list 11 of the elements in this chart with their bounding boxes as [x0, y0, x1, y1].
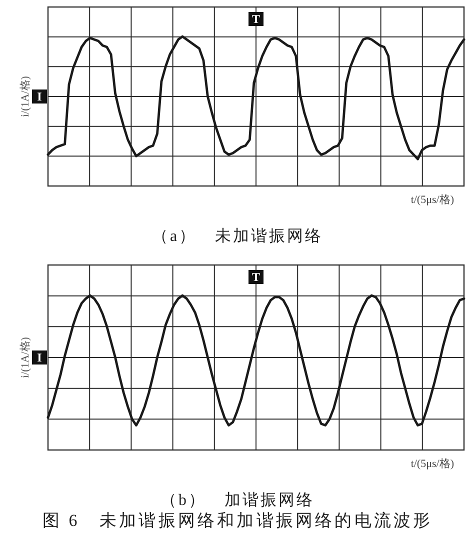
y-axis-title: i/(1A/格) [20, 76, 32, 117]
marker: T [248, 12, 264, 26]
text: （a） 未加谐振网络 [152, 227, 324, 245]
x-axis-title: t/(5μs/格) [410, 458, 454, 470]
marker: T [248, 270, 264, 284]
marker: I [32, 350, 47, 364]
marker: I [32, 90, 47, 104]
caption: 图 6 未加谐振网络和加谐振网络的电流波形 [42, 511, 433, 530]
y-axis-title: i/(1A/格) [20, 336, 32, 378]
text: （b） 加谐振网络 [160, 491, 314, 509]
x-axis-title: t/(5μs/格) [410, 194, 454, 206]
